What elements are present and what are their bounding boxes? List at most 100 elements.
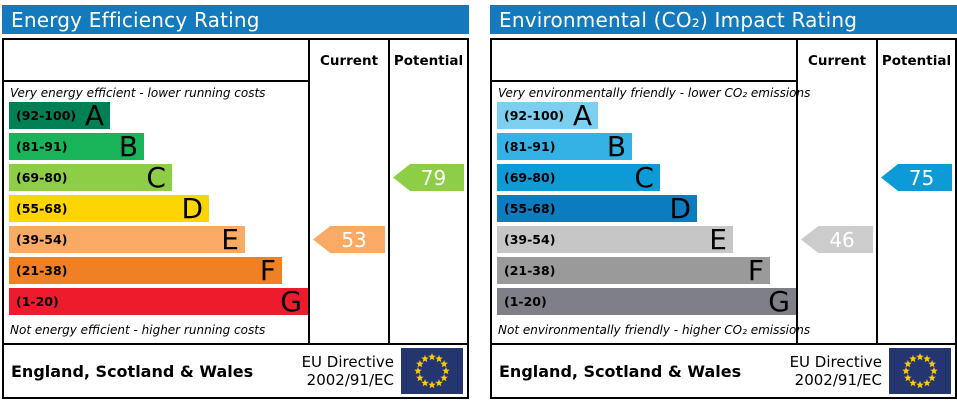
- energy-head-spacer: [4, 40, 308, 82]
- environmental-panel-footer: England, Scotland & Wales EU Directive 2…: [492, 343, 955, 397]
- rating-band-row: (92-100) A: [9, 98, 308, 133]
- band-range-label: (1-20): [16, 294, 59, 309]
- band-letter: E: [221, 222, 239, 256]
- energy-current-rating-value: 53: [341, 227, 367, 252]
- energy-potential-column: Potential 79: [388, 40, 467, 343]
- energy-chart-box: Very energy efficient - lower running co…: [2, 38, 469, 399]
- energy-band-area: Very energy efficient - lower running co…: [4, 40, 308, 343]
- band-range-label: (92-100): [16, 108, 77, 123]
- environmental-head-spacer: [492, 40, 796, 82]
- environmental-potential-rating-value: 75: [908, 165, 935, 190]
- band-letter: B: [606, 129, 627, 163]
- environmental-impact-panel: Environmental (CO₂) Impact Rating Very e…: [490, 0, 957, 404]
- rating-band-row: (55-68) D: [9, 191, 308, 226]
- environmental-chart-box: Very environmentally friendly - lower CO…: [490, 38, 957, 399]
- energy-panel-footer: England, Scotland & Wales EU Directive 2…: [4, 343, 467, 397]
- band-letter: A: [572, 98, 593, 132]
- environmental-current-header: Current: [807, 53, 867, 69]
- environmental-footer-region: England, Scotland & Wales: [499, 361, 742, 381]
- eu-directive-line1: EU Directive: [301, 353, 394, 371]
- rating-band-row: (69-80) C: [497, 160, 796, 195]
- band-letter: G: [280, 284, 302, 318]
- environmental-band-list: (92-100) A (81-91) B (69-80) C (55-68) D (39-54)…: [492, 98, 796, 319]
- rating-band-d: (55-68) D: [9, 191, 210, 225]
- eu-flag-icon: [401, 348, 463, 394]
- environmental-current-column: Current 46: [796, 40, 876, 343]
- energy-current-column: Current 53: [308, 40, 388, 343]
- eu-directive-line1: EU Directive: [789, 353, 882, 371]
- band-letter: D: [181, 191, 204, 225]
- band-range-label: (1-20): [504, 294, 547, 309]
- rating-band-row: (39-54) E: [9, 222, 308, 257]
- environmental-footer-directive: EU Directive 2002/91/EC: [790, 353, 882, 389]
- rating-band-f: (21-38) F: [497, 253, 770, 287]
- rating-band-row: (21-38) F: [497, 253, 796, 288]
- energy-current-header: Current: [319, 53, 379, 69]
- eu-directive-line2: 2002/91/EC: [306, 371, 394, 389]
- energy-potential-header: Potential: [393, 53, 464, 69]
- rating-band-c: (69-80) C: [497, 160, 660, 194]
- band-letter: E: [709, 222, 727, 256]
- environmental-bottom-note: Not environmentally friendly - higher CO…: [498, 323, 811, 337]
- energy-potential-rating-arrow: 79: [393, 164, 464, 191]
- rating-band-row: (69-80) C: [9, 163, 308, 195]
- rating-band-row: (21-38) F: [9, 253, 308, 288]
- energy-panel-title: Energy Efficiency Rating: [11, 7, 260, 32]
- energy-panel-title-bar: Energy Efficiency Rating: [2, 5, 469, 34]
- rating-band-b: (81-91) B: [497, 129, 633, 163]
- rating-band-row: (81-91) B: [497, 129, 796, 164]
- environmental-chart-table: Very environmentally friendly - lower CO…: [492, 40, 955, 343]
- rating-band-f: (21-38) F: [9, 253, 282, 287]
- rating-band-g: (1-20) G: [9, 284, 308, 318]
- rating-band-a: (92-100) A: [9, 98, 111, 132]
- energy-footer-region: England, Scotland & Wales: [11, 361, 254, 381]
- band-range-label: (55-68): [16, 201, 68, 216]
- environmental-panel-title-bar: Environmental (CO₂) Impact Rating: [490, 5, 957, 34]
- rating-band-row: (81-91) B: [9, 129, 308, 164]
- rating-band-g: (1-20) G: [497, 284, 796, 318]
- environmental-potential-header: Potential: [881, 53, 952, 69]
- band-letter: A: [84, 98, 105, 132]
- rating-band-row: (55-68) D: [497, 194, 796, 226]
- environmental-top-note: Very environmentally friendly - lower CO…: [498, 86, 811, 100]
- eu-flag-icon: [889, 348, 951, 394]
- band-range-label: (81-91): [504, 139, 556, 154]
- environmental-potential-rating-arrow: 75: [881, 164, 952, 191]
- energy-band-list: (92-100) A (81-91) B (69-80) C (55-68) D (39-54)…: [4, 98, 308, 319]
- environmental-current-rating-arrow: 46: [801, 226, 873, 253]
- band-letter: G: [768, 284, 790, 318]
- band-range-label: (21-38): [16, 263, 68, 278]
- band-letter: F: [259, 253, 276, 287]
- rating-band-d: (55-68) D: [497, 194, 698, 222]
- energy-efficiency-panel: Energy Efficiency Rating Very energy eff…: [2, 0, 469, 404]
- band-range-label: (55-68): [504, 201, 556, 216]
- eu-directive-line2: 2002/91/EC: [794, 371, 882, 389]
- rating-band-e: (39-54) E: [9, 222, 245, 256]
- energy-bottom-note: Not energy efficient - higher running co…: [10, 323, 266, 337]
- rating-band-e: (39-54) E: [497, 222, 733, 256]
- rating-band-row: (1-20) G: [9, 284, 308, 319]
- rating-band-b: (81-91) B: [9, 129, 145, 163]
- band-range-label: (39-54): [16, 232, 68, 247]
- band-letter: F: [747, 253, 764, 287]
- rating-band-row: (39-54) E: [497, 222, 796, 257]
- band-letter: B: [118, 129, 139, 163]
- band-letter: C: [634, 160, 654, 194]
- band-range-label: (92-100): [504, 108, 565, 123]
- rating-band-row: (92-100) A: [497, 98, 796, 133]
- band-range-label: (39-54): [504, 232, 556, 247]
- band-range-label: (81-91): [16, 139, 68, 154]
- rating-band-a: (92-100) A: [497, 98, 599, 132]
- environmental-current-rating-value: 46: [829, 227, 855, 252]
- band-range-label: (21-38): [504, 263, 556, 278]
- environmental-panel-title: Environmental (CO₂) Impact Rating: [499, 7, 858, 32]
- band-range-label: (69-80): [504, 170, 556, 185]
- energy-chart-table: Very energy efficient - lower running co…: [4, 40, 467, 343]
- energy-current-rating-arrow: 53: [313, 226, 385, 253]
- environmental-band-area: Very environmentally friendly - lower CO…: [492, 40, 811, 343]
- energy-top-note: Very energy efficient - lower running co…: [10, 86, 266, 100]
- rating-band-c: (69-80) C: [9, 163, 172, 191]
- energy-potential-rating-value: 79: [420, 165, 447, 190]
- rating-band-row: (1-20) G: [497, 284, 796, 319]
